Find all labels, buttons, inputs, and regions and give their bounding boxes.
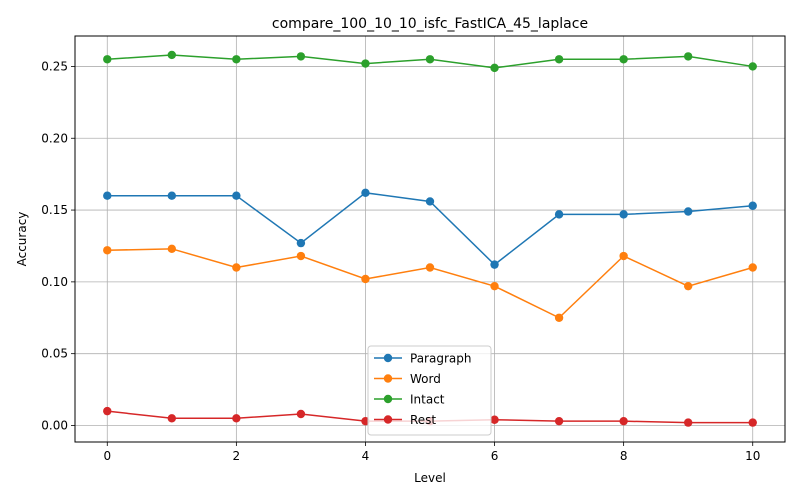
- legend-item: Paragraph: [374, 352, 471, 366]
- y-tick-label: 0.10: [41, 275, 68, 289]
- data-point: [490, 415, 499, 424]
- data-point: [425, 197, 435, 206]
- legend-box: [367, 345, 492, 436]
- data-point: [103, 55, 112, 64]
- y-axis-label: Accuracy: [15, 212, 29, 267]
- legend-marker: [383, 353, 393, 363]
- data-point: [425, 55, 435, 64]
- data-point: [554, 210, 564, 219]
- data-point: [361, 59, 370, 68]
- data-point: [232, 263, 241, 272]
- grid-lines: [75, 36, 785, 442]
- legend-item: Intact: [374, 393, 445, 407]
- data-point: [490, 281, 499, 291]
- legend-marker: [383, 415, 393, 424]
- plot-frame: [74, 35, 786, 443]
- legend-item: Rest: [374, 413, 436, 427]
- data-point: [554, 55, 564, 64]
- data-point: [232, 55, 241, 64]
- data-point: [167, 244, 177, 254]
- legend-label: Word: [410, 372, 441, 386]
- data-point: [167, 191, 177, 200]
- data-point: [103, 246, 112, 255]
- series-paragraph: [103, 188, 757, 269]
- data-point: [232, 414, 241, 423]
- data-point: [748, 62, 757, 71]
- data-point: [554, 313, 564, 322]
- y-tick-label: 0.25: [41, 59, 68, 73]
- data-point: [748, 263, 757, 272]
- legend-label: Intact: [410, 393, 445, 407]
- series-intact: [103, 50, 757, 73]
- data-point: [619, 210, 628, 219]
- chart-title: compare_100_10_10_isfc_FastICA_45_laplac…: [272, 16, 588, 32]
- legend-marker: [383, 394, 393, 404]
- data-point: [425, 263, 435, 272]
- y-tick-label: 0.15: [41, 203, 68, 217]
- x-tick-label: 0: [103, 449, 111, 463]
- data-point: [554, 416, 564, 426]
- legend-item: Word: [374, 372, 441, 386]
- data-point: [296, 409, 306, 419]
- data-point: [748, 201, 757, 210]
- x-tick-label: 10: [745, 449, 760, 463]
- data-point: [296, 251, 306, 261]
- x-tick-label: 6: [491, 449, 499, 463]
- data-point: [167, 414, 177, 423]
- series-layer: [103, 50, 757, 427]
- data-point: [103, 191, 112, 200]
- legend-label: Rest: [410, 413, 436, 427]
- series-line: [107, 248, 753, 319]
- x-tick-label: 8: [620, 449, 628, 463]
- data-point: [683, 52, 693, 61]
- data-point: [296, 52, 306, 61]
- data-point: [490, 63, 499, 73]
- data-point: [232, 191, 241, 200]
- x-tick-label: 2: [233, 449, 241, 463]
- data-point: [619, 416, 628, 426]
- data-point: [103, 406, 112, 416]
- data-point: [748, 418, 757, 427]
- data-point: [296, 238, 306, 248]
- data-point: [683, 207, 693, 216]
- legend-label: Paragraph: [410, 352, 471, 366]
- y-tick-label: 0.20: [41, 131, 68, 145]
- data-point: [361, 274, 370, 284]
- data-point: [167, 50, 177, 60]
- x-tick-label: 4: [362, 449, 370, 463]
- x-axis-label: Level: [414, 471, 446, 485]
- data-point: [619, 251, 628, 261]
- data-point: [683, 281, 693, 291]
- data-point: [361, 188, 370, 198]
- data-point: [490, 260, 499, 269]
- axis-ticks: 0 2 4 6 8 10 0.00 0.05 0.10 0.15 0.20 0.25: [41, 59, 760, 463]
- data-point: [683, 418, 693, 427]
- series-word: [103, 244, 757, 322]
- data-point: [619, 55, 628, 64]
- legend: Paragraph Word Intact Rest: [367, 345, 492, 436]
- y-tick-label: 0.00: [41, 418, 68, 432]
- y-tick-label: 0.05: [41, 347, 68, 361]
- legend-marker: [383, 374, 393, 383]
